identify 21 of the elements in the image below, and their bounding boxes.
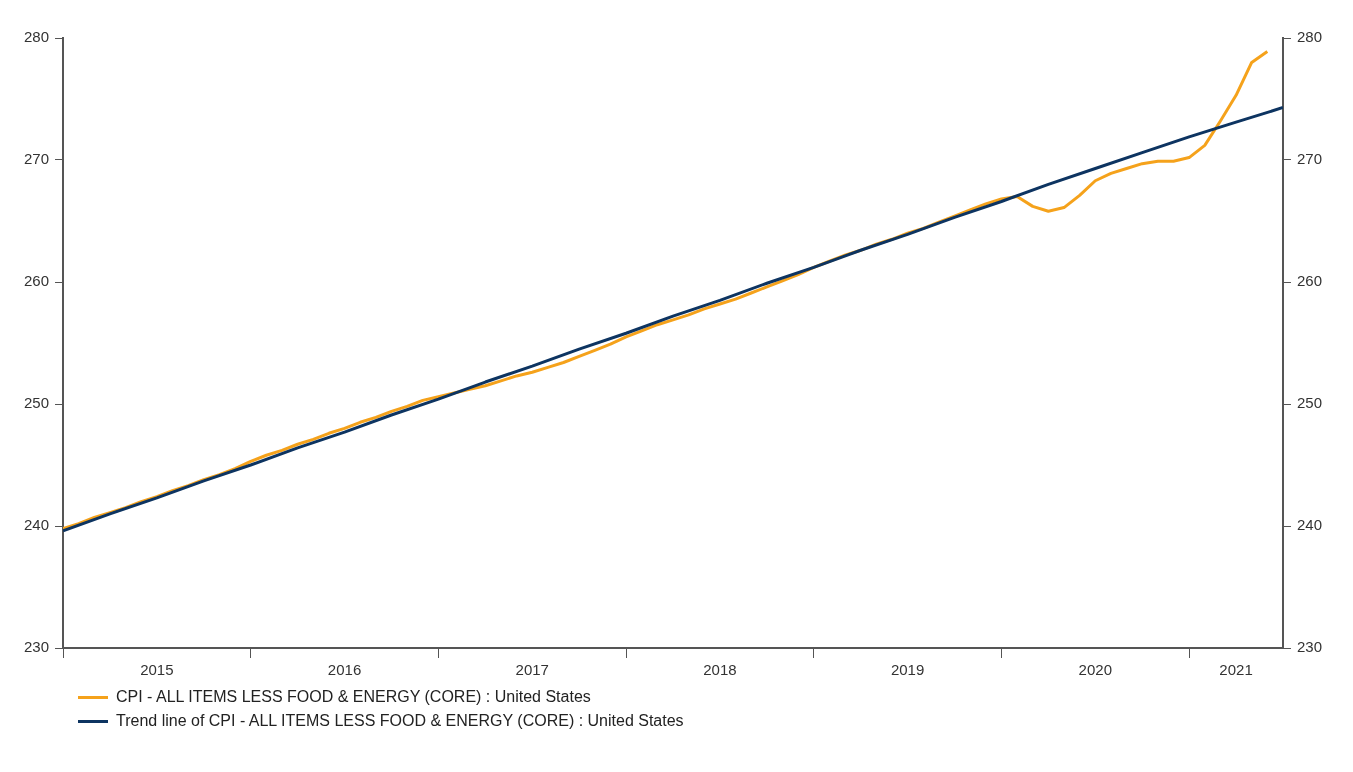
y-tick-label: 230 bbox=[24, 638, 50, 656]
y-tick-label: 270 bbox=[24, 150, 50, 168]
x-tick-label: 2018 bbox=[703, 661, 737, 679]
legend-label: CPI - ALL ITEMS LESS FOOD & ENERGY (CORE) : United States bbox=[116, 688, 591, 706]
x-tick-label: 2015 bbox=[140, 661, 174, 679]
y2-tick-label: 260 bbox=[1296, 272, 1322, 290]
x-tick-label: 2020 bbox=[1078, 661, 1112, 679]
legend-label: Trend line of CPI - ALL ITEMS LESS FOOD & ENERGY (CORE) : United States bbox=[116, 712, 684, 730]
y2-tick-label: 280 bbox=[1296, 28, 1322, 46]
x-tick-label: 2016 bbox=[327, 661, 362, 679]
x-tick-label: 2019 bbox=[890, 661, 925, 679]
y2-tick-label: 240 bbox=[1296, 516, 1322, 534]
y2-tick-label: 230 bbox=[1296, 638, 1322, 656]
y2-tick-label: 250 bbox=[1296, 394, 1322, 412]
y2-tick-label: 270 bbox=[1296, 150, 1322, 168]
x-tick-label: 2021 bbox=[1219, 661, 1253, 679]
y-tick-label: 250 bbox=[24, 394, 50, 412]
y-tick-label: 280 bbox=[24, 28, 50, 46]
y-tick-label: 260 bbox=[24, 272, 50, 290]
y-tick-label: 240 bbox=[24, 516, 50, 534]
x-tick-label: 2017 bbox=[515, 661, 549, 679]
